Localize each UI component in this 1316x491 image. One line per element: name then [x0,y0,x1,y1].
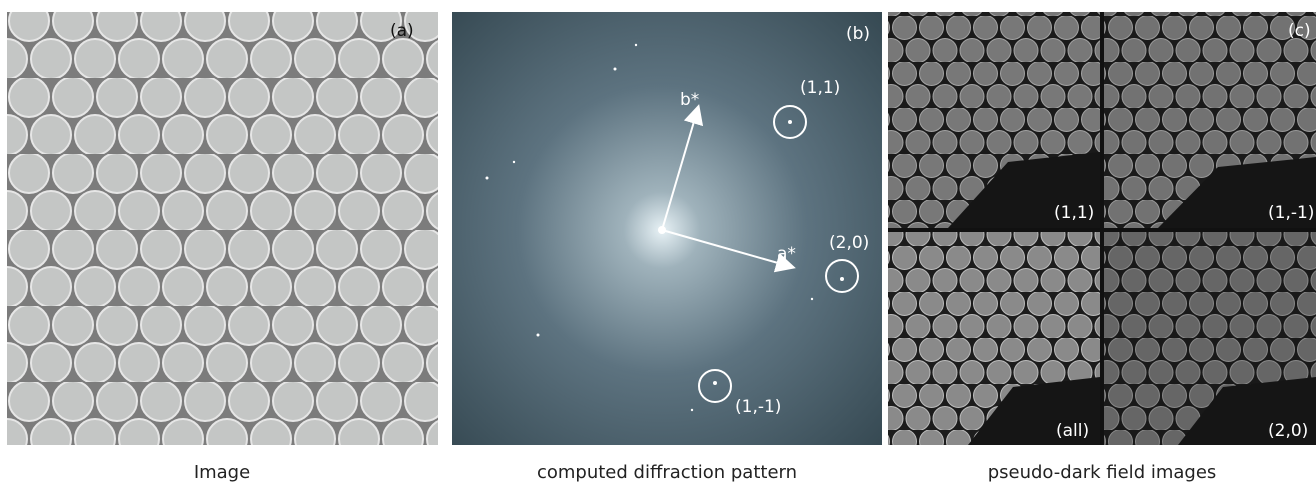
figure: (a) Image a* b* (1,1) (2,0) (1,-1) (b) c… [0,0,1316,491]
caption: Image [194,462,250,483]
panel-label: (b) [846,24,870,44]
diffraction: a* b* (1,1) (2,0) (1,-1) (b) [452,12,882,445]
subpanel-label: (1,-1) [1268,203,1314,223]
panel-a: (a) Image [7,12,438,483]
spot-label: (1,1) [800,78,840,98]
spot-label: (2,0) [829,233,869,253]
vector-label: b* [680,90,699,110]
panel-label: (a) [390,21,414,41]
subpanel-label: (2,0) [1268,421,1308,441]
vector-label: a* [777,244,796,264]
panel-label: (c) [1288,21,1311,41]
caption: pseudo-dark field images [988,462,1217,483]
spot-label: (1,-1) [735,397,781,417]
subpanel-label: (all) [1056,421,1089,441]
dark-field-images: (c) (1,1) (1,-1) (all) (2,0) [888,12,1316,445]
caption: computed diffraction pattern [537,462,797,483]
panel-b: a* b* (1,1) (2,0) (1,-1) (b) computed di… [452,12,882,483]
micrograph [7,12,438,445]
subpanel-label: (1,1) [1054,203,1094,223]
panel-c: (c) (1,1) (1,-1) (all) (2,0) pseudo-dark… [888,12,1316,483]
